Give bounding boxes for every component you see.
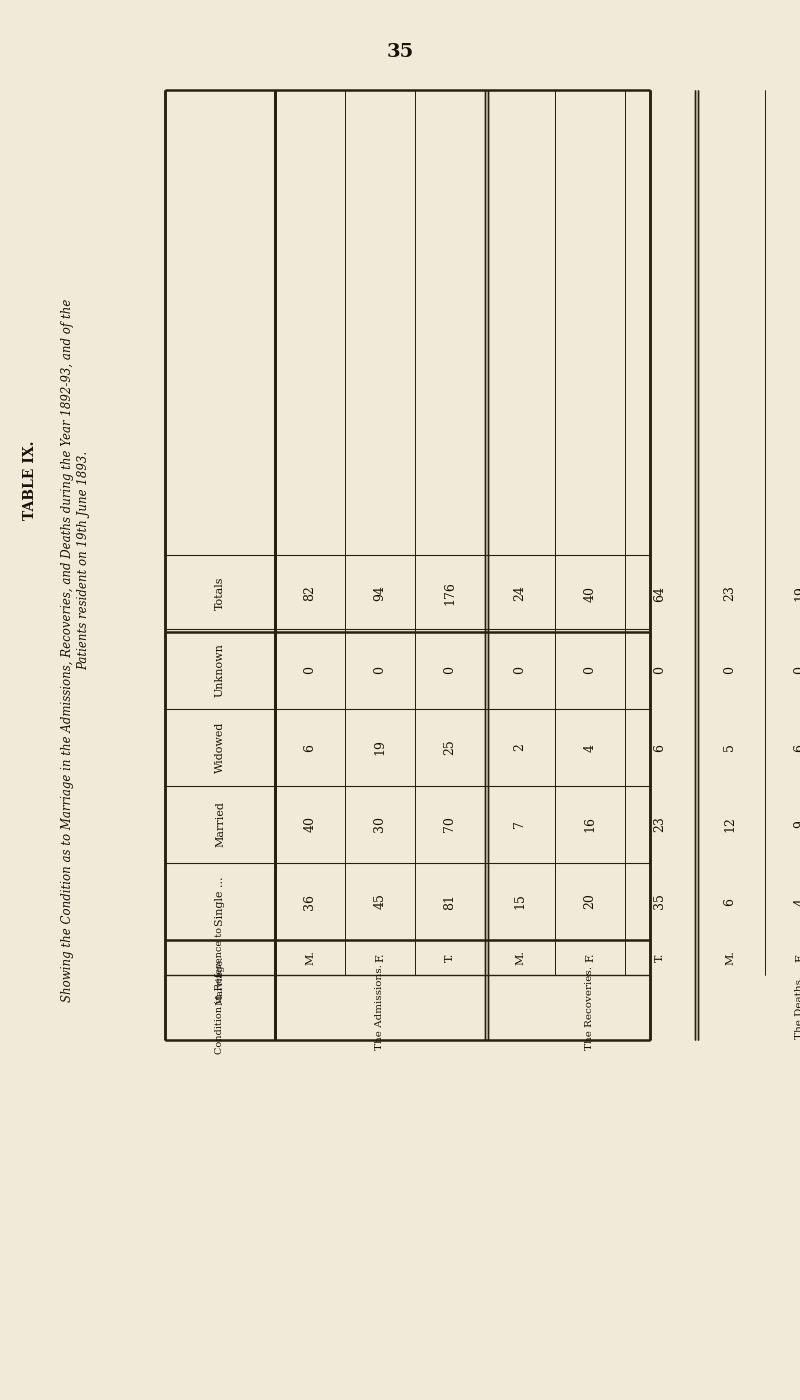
Text: 0: 0 [374, 666, 386, 675]
Text: Widowed: Widowed [215, 722, 225, 773]
Text: Condition in Reference to: Condition in Reference to [215, 927, 225, 1053]
Text: Totals: Totals [215, 577, 225, 610]
Text: 6: 6 [723, 897, 737, 906]
Text: 9: 9 [794, 820, 800, 829]
Text: Patients resident on 19th June 1893.: Patients resident on 19th June 1893. [78, 451, 90, 669]
Text: 94: 94 [374, 585, 386, 602]
Text: F.: F. [375, 953, 385, 962]
Text: 0: 0 [723, 666, 737, 675]
Text: 24: 24 [514, 585, 526, 602]
Text: 0: 0 [514, 666, 526, 675]
Text: The Admissions.: The Admissions. [375, 965, 385, 1050]
Text: TABLE IX.: TABLE IX. [23, 440, 37, 519]
Text: T.: T. [655, 953, 665, 962]
Text: Marriage.: Marriage. [215, 955, 225, 1005]
Text: 4: 4 [583, 743, 597, 752]
Text: 35: 35 [386, 43, 414, 62]
Text: 15: 15 [514, 893, 526, 910]
Text: 6: 6 [794, 743, 800, 752]
Text: 20: 20 [583, 893, 597, 910]
Text: 7: 7 [514, 820, 526, 829]
Text: 6: 6 [303, 743, 317, 752]
Text: Showing the Condition as to Marriage in the Admissions, Recoveries, and Deaths d: Showing the Condition as to Marriage in … [62, 298, 74, 1001]
Text: Unknown: Unknown [215, 644, 225, 697]
Text: 64: 64 [654, 585, 666, 602]
Text: 0: 0 [303, 666, 317, 675]
Text: 70: 70 [443, 816, 457, 833]
Text: 82: 82 [303, 585, 317, 602]
Text: M.: M. [515, 951, 525, 965]
Text: 0: 0 [654, 666, 666, 675]
Text: 35: 35 [654, 893, 666, 910]
Text: Single ...: Single ... [215, 876, 225, 927]
Text: 23: 23 [723, 585, 737, 602]
Text: The Deaths.: The Deaths. [795, 976, 800, 1039]
Text: 45: 45 [374, 893, 386, 910]
Text: 36: 36 [303, 893, 317, 910]
Text: F.: F. [795, 953, 800, 962]
Text: F.: F. [585, 953, 595, 962]
Text: 12: 12 [723, 816, 737, 833]
Text: 19: 19 [794, 585, 800, 602]
Text: M.: M. [305, 951, 315, 965]
Text: 0: 0 [583, 666, 597, 675]
Text: 6: 6 [654, 743, 666, 752]
Text: 40: 40 [303, 816, 317, 833]
Text: 5: 5 [723, 743, 737, 752]
Text: 40: 40 [583, 585, 597, 602]
Text: 176: 176 [443, 581, 457, 605]
Text: 4: 4 [794, 897, 800, 906]
Text: 0: 0 [794, 666, 800, 675]
Text: 25: 25 [443, 739, 457, 756]
Text: M.: M. [725, 951, 735, 965]
Text: T.: T. [445, 953, 455, 962]
Text: 19: 19 [374, 739, 386, 756]
Text: 81: 81 [443, 893, 457, 910]
Text: 30: 30 [374, 816, 386, 833]
Text: The Recoveries.: The Recoveries. [586, 966, 594, 1050]
Text: 23: 23 [654, 816, 666, 833]
Text: Married: Married [215, 802, 225, 847]
Text: 0: 0 [443, 666, 457, 675]
Text: 16: 16 [583, 816, 597, 833]
Text: 2: 2 [514, 743, 526, 752]
